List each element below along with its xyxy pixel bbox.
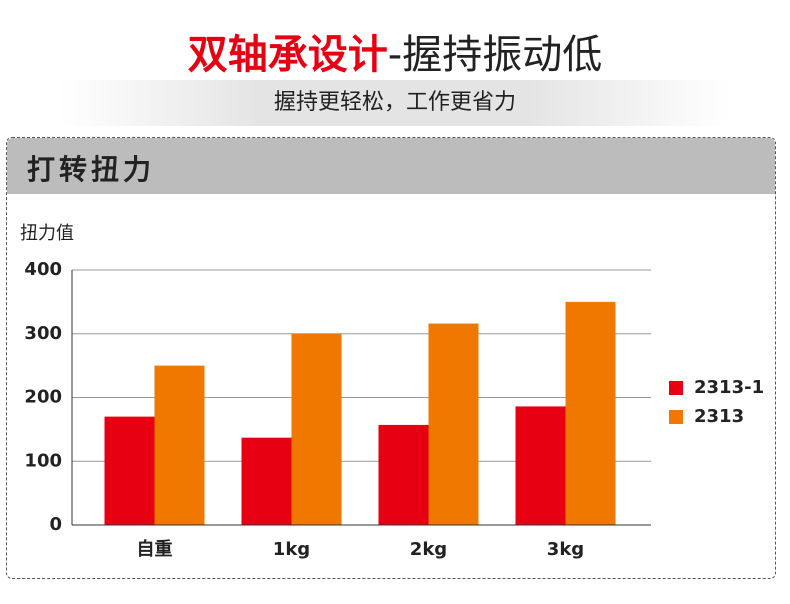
x-tick-label: 2kg <box>410 539 447 560</box>
title-highlight: 双轴承设计 <box>187 32 388 78</box>
bar <box>565 301 616 525</box>
y-tick-label: 0 <box>49 514 62 535</box>
bar <box>378 424 429 525</box>
y-axis-label: 扭力值 <box>20 223 74 244</box>
chart-panel: 打转扭力 <box>6 137 776 579</box>
bar <box>515 406 566 525</box>
y-tick-label: 100 <box>24 450 62 471</box>
legend-label: 2313-1 <box>694 377 764 398</box>
x-tick-label: 自重 <box>137 538 173 560</box>
bar <box>241 437 292 525</box>
y-tick-label: 200 <box>24 387 62 408</box>
panel-header: 打转扭力 <box>7 138 775 194</box>
bar <box>291 333 342 525</box>
bar <box>104 416 155 525</box>
title-rest: -握持振动低 <box>387 32 603 78</box>
x-tick-label: 1kg <box>273 539 310 560</box>
subtitle: 握持更轻松，工作更省力 <box>60 80 730 126</box>
legend-label: 2313 <box>694 406 744 427</box>
y-tick-label: 300 <box>24 323 62 344</box>
chart-title: 打转扭力 <box>27 153 156 186</box>
legend-swatch <box>669 410 683 424</box>
legend-swatch <box>669 381 683 395</box>
y-tick-label: 400 <box>24 259 62 280</box>
page-title: 双轴承设计-握持振动低 <box>0 22 790 80</box>
x-tick-label: 3kg <box>547 539 584 560</box>
bar <box>428 323 479 525</box>
bar <box>154 365 205 525</box>
